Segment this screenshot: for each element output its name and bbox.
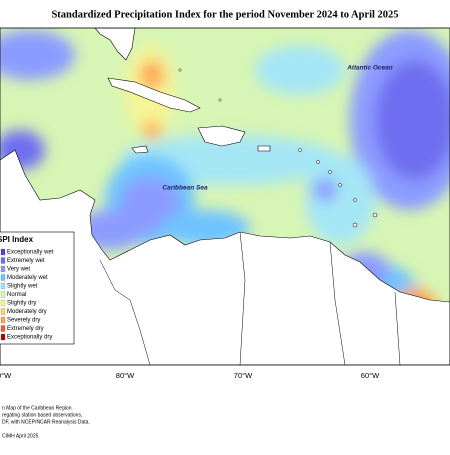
legend-label: Very wet bbox=[7, 267, 30, 273]
longitude-label: 70°W bbox=[234, 371, 253, 380]
legend-title: SPI Index bbox=[0, 235, 34, 244]
legend-swatch bbox=[0, 325, 6, 332]
legend-swatch bbox=[0, 265, 6, 273]
legend-swatch bbox=[0, 308, 6, 315]
longitude-labels: 90°W 80°W 70°W 60°W bbox=[0, 371, 380, 380]
legend-label: Moderately wet bbox=[7, 275, 48, 281]
longitude-label: 90°W bbox=[0, 371, 12, 380]
map-frame bbox=[0, 27, 450, 366]
legend-label: Exceptionally dry bbox=[7, 335, 52, 341]
legend-label: Normal bbox=[7, 292, 26, 298]
legend: SPI Index Exceptionally wet Extremely wet… bbox=[0, 231, 75, 345]
footer-line: n Map of the Caribbean Region bbox=[2, 405, 72, 411]
legend-swatch bbox=[0, 274, 6, 281]
ocean-label: Atlantic Ocean bbox=[346, 65, 393, 72]
legend-swatch bbox=[0, 299, 6, 307]
legend-label: Severely dry bbox=[7, 318, 40, 324]
longitude-label: 80°W bbox=[116, 371, 135, 380]
map-title: Standardized Precipitation Index for the… bbox=[51, 9, 398, 20]
legend-label: Slightly dry bbox=[7, 301, 36, 307]
legend-label: Extremely dry bbox=[7, 326, 44, 332]
legend-swatch bbox=[0, 257, 6, 264]
legend-swatch bbox=[0, 291, 6, 298]
legend-swatch bbox=[0, 333, 6, 341]
footer-line: regating station based observations, bbox=[2, 412, 82, 418]
legend-label: Moderately dry bbox=[7, 309, 47, 315]
legend-swatch bbox=[0, 316, 6, 324]
sea-label: Caribbean Sea bbox=[162, 185, 208, 192]
legend-swatch bbox=[0, 282, 6, 290]
legend-label: Exceptionally wet bbox=[7, 250, 54, 256]
legend-swatch bbox=[0, 248, 6, 256]
spi-field: Atlantic Ocean Caribbean Sea bbox=[0, 28, 450, 365]
longitude-label: 60°W bbox=[361, 371, 380, 380]
legend-label: Extremely wet bbox=[7, 258, 45, 264]
footer-line: DF, with NCEP/NCAR Reanalysis Data. bbox=[2, 419, 90, 425]
footer-line: CIMH April 2025 bbox=[2, 433, 39, 439]
legend-label: Slightly wet bbox=[7, 284, 38, 290]
